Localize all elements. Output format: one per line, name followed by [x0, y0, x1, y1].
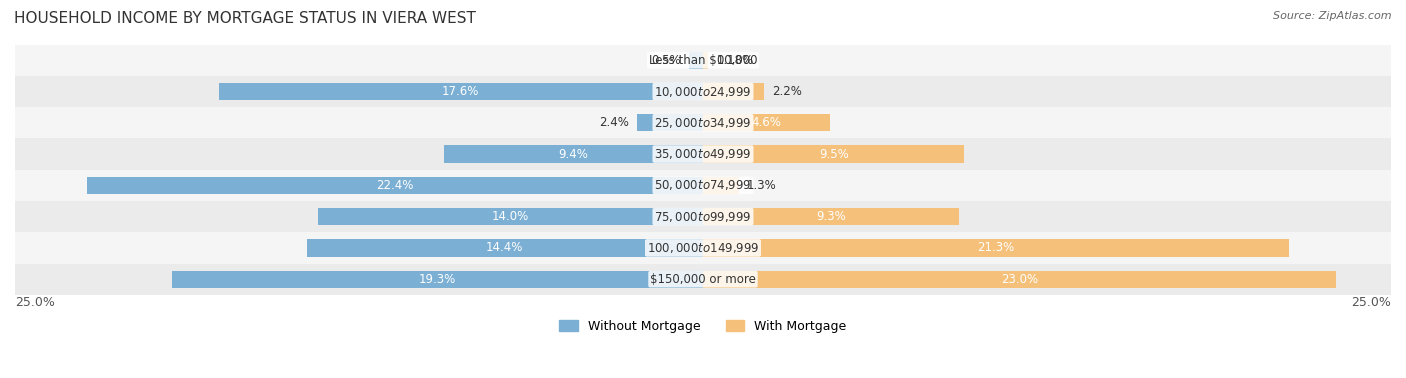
Bar — [703, 208, 959, 225]
Legend: Without Mortgage, With Mortgage: Without Mortgage, With Mortgage — [554, 315, 852, 338]
Text: $75,000 to $99,999: $75,000 to $99,999 — [654, 210, 752, 224]
Bar — [703, 239, 1289, 257]
Bar — [703, 114, 830, 132]
Text: 25.0%: 25.0% — [1351, 296, 1391, 310]
Text: 14.4%: 14.4% — [486, 242, 523, 254]
Text: 2.4%: 2.4% — [599, 116, 628, 129]
Bar — [637, 114, 703, 132]
Bar — [703, 177, 738, 194]
Text: 21.3%: 21.3% — [977, 242, 1015, 254]
Bar — [172, 271, 703, 288]
Text: 19.3%: 19.3% — [419, 273, 456, 286]
Bar — [87, 177, 703, 194]
Text: Source: ZipAtlas.com: Source: ZipAtlas.com — [1274, 11, 1392, 21]
Bar — [15, 263, 1391, 295]
Text: $25,000 to $34,999: $25,000 to $34,999 — [654, 116, 752, 130]
Bar — [318, 208, 703, 225]
Bar — [689, 52, 703, 69]
Text: 17.6%: 17.6% — [441, 85, 479, 98]
Text: 22.4%: 22.4% — [375, 179, 413, 192]
Bar — [15, 201, 1391, 232]
Text: 9.3%: 9.3% — [815, 210, 846, 223]
Text: 9.4%: 9.4% — [558, 147, 589, 161]
Bar — [219, 83, 703, 100]
Text: 0.5%: 0.5% — [651, 54, 681, 67]
Bar — [15, 170, 1391, 201]
Text: $100,000 to $149,999: $100,000 to $149,999 — [647, 241, 759, 255]
Text: 2.2%: 2.2% — [772, 85, 801, 98]
Text: $150,000 or more: $150,000 or more — [650, 273, 756, 286]
Text: 9.5%: 9.5% — [818, 147, 849, 161]
Text: HOUSEHOLD INCOME BY MORTGAGE STATUS IN VIERA WEST: HOUSEHOLD INCOME BY MORTGAGE STATUS IN V… — [14, 11, 477, 26]
Bar — [703, 271, 1336, 288]
Bar — [15, 76, 1391, 107]
Bar — [703, 146, 965, 163]
Bar — [703, 52, 709, 69]
Bar — [703, 83, 763, 100]
Text: 1.3%: 1.3% — [747, 179, 776, 192]
Text: 14.0%: 14.0% — [492, 210, 529, 223]
Text: Less than $10,000: Less than $10,000 — [648, 54, 758, 67]
Bar — [15, 138, 1391, 170]
Text: $50,000 to $74,999: $50,000 to $74,999 — [654, 178, 752, 192]
Text: 23.0%: 23.0% — [1001, 273, 1038, 286]
Text: $10,000 to $24,999: $10,000 to $24,999 — [654, 85, 752, 99]
Text: $35,000 to $49,999: $35,000 to $49,999 — [654, 147, 752, 161]
Bar — [15, 45, 1391, 76]
Text: 4.6%: 4.6% — [751, 116, 782, 129]
Text: 25.0%: 25.0% — [15, 296, 55, 310]
Text: 0.18%: 0.18% — [716, 54, 754, 67]
Bar — [15, 232, 1391, 263]
Bar — [15, 107, 1391, 138]
Bar — [444, 146, 703, 163]
Bar — [307, 239, 703, 257]
